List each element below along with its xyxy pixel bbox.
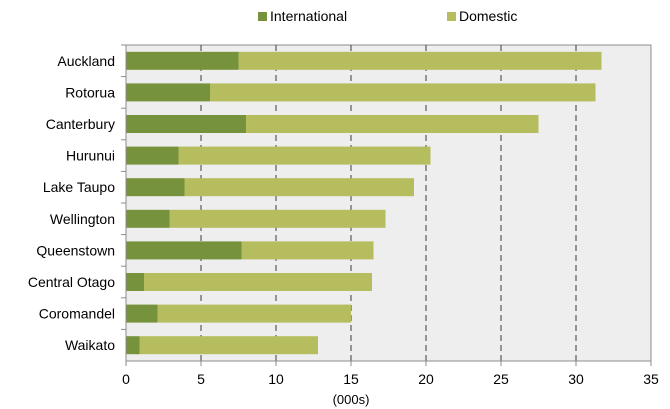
bar-international — [126, 178, 185, 196]
bar-domestic — [170, 210, 386, 228]
bar-domestic — [246, 115, 539, 133]
category-label: Queenstown — [36, 242, 115, 258]
bar-international — [126, 115, 246, 133]
x-axis-title: (000s) — [333, 392, 370, 407]
bar-international — [126, 210, 170, 228]
x-tick-label: 25 — [493, 371, 509, 387]
bar-domestic — [185, 178, 415, 196]
bar-international — [126, 241, 242, 259]
bar-international — [126, 336, 140, 354]
x-tick-label: 0 — [122, 371, 130, 387]
bar-domestic — [179, 147, 431, 165]
category-label: Waikato — [65, 337, 115, 353]
bar-domestic — [210, 83, 596, 101]
category-label: Wellington — [50, 211, 115, 227]
bar-international — [126, 305, 158, 323]
x-tick-label: 15 — [343, 371, 359, 387]
category-label: Central Otago — [28, 274, 115, 290]
category-label: Rotorua — [65, 84, 115, 100]
x-tick-label: 5 — [197, 371, 205, 387]
category-label: Auckland — [57, 53, 115, 69]
bar-domestic — [242, 241, 374, 259]
x-tick-label: 20 — [418, 371, 434, 387]
category-label: Canterbury — [46, 116, 115, 132]
bar-domestic — [239, 52, 602, 70]
x-tick-label: 10 — [268, 371, 284, 387]
category-label: Hurunui — [66, 148, 115, 164]
bar-international — [126, 273, 144, 291]
bar-domestic — [158, 305, 352, 323]
category-label: Coromandel — [39, 306, 115, 322]
bar-international — [126, 52, 239, 70]
bar-international — [126, 147, 179, 165]
x-tick-label: 35 — [643, 371, 659, 387]
category-label: Lake Taupo — [43, 179, 115, 195]
bar-domestic — [144, 273, 372, 291]
x-tick-label: 30 — [568, 371, 584, 387]
bar-domestic — [140, 336, 319, 354]
bar-international — [126, 83, 210, 101]
